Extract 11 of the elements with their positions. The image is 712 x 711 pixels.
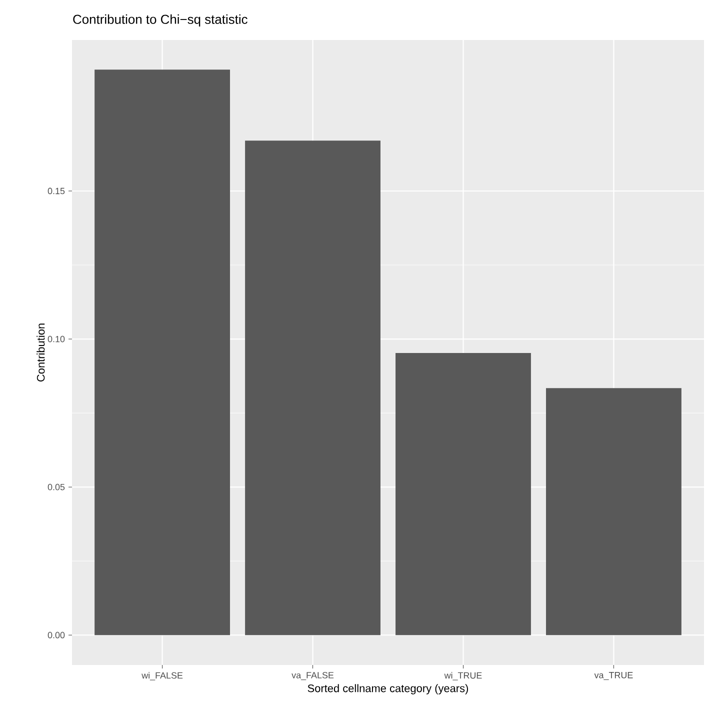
- x-tick-label: va_TRUE: [594, 672, 633, 680]
- y-tick-label: 0.05: [48, 484, 65, 490]
- x-tick-label: wi_FALSE: [142, 672, 183, 680]
- y-tick-label: 0.15: [48, 188, 65, 194]
- y-axis-title: Contribution: [36, 324, 45, 382]
- chart-title: Contribution to Chi−sq statistic: [73, 14, 248, 26]
- x-tick-label: wi_TRUE: [444, 672, 482, 680]
- y-tick-label: 0.10: [48, 336, 65, 342]
- x-axis-title: Sorted cellname category (years): [308, 684, 468, 694]
- x-tick-label: va_FALSE: [292, 672, 334, 680]
- y-tick-label: 0.00: [48, 632, 65, 638]
